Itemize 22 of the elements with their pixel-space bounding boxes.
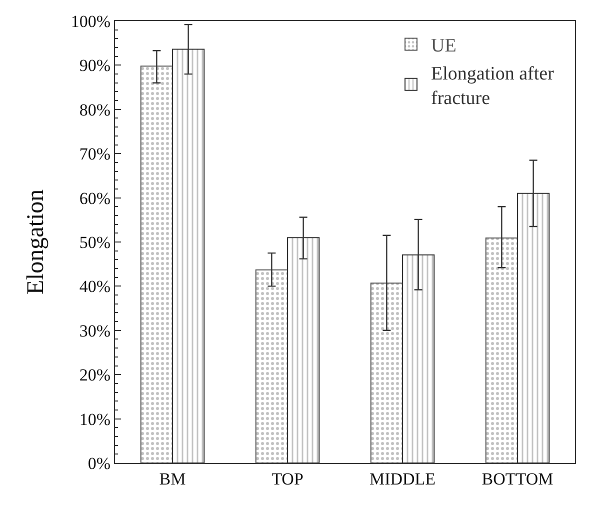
bar — [485, 238, 518, 463]
text: Elongation after fracture — [431, 63, 555, 110]
y-tick-label: 20% — [79, 366, 111, 385]
y-tick-label: 50% — [79, 232, 111, 252]
y-tick-label: 80% — [79, 100, 111, 120]
x-tick-label: TOP — [272, 469, 304, 488]
bar — [370, 282, 403, 463]
y-tick-label: 10% — [79, 410, 111, 429]
y-tick-label: 30% — [79, 321, 111, 340]
y-tick-label: 70% — [79, 144, 111, 164]
bar — [140, 66, 173, 463]
x-tick-label: BM — [159, 469, 186, 488]
y-tick-label: 90% — [79, 56, 111, 76]
bar — [255, 269, 288, 463]
y-tick-label: 0% — [88, 454, 111, 473]
x-tick-label: MIDDLE — [369, 469, 436, 488]
y-tick-label: 100% — [70, 12, 111, 31]
y-tick-label: 60% — [79, 188, 111, 208]
x-tick-label: BOTTOM — [482, 469, 554, 488]
text: UE — [431, 36, 456, 57]
y-axis-title: Elongation — [23, 189, 50, 295]
y-tick-label: 40% — [79, 277, 111, 296]
